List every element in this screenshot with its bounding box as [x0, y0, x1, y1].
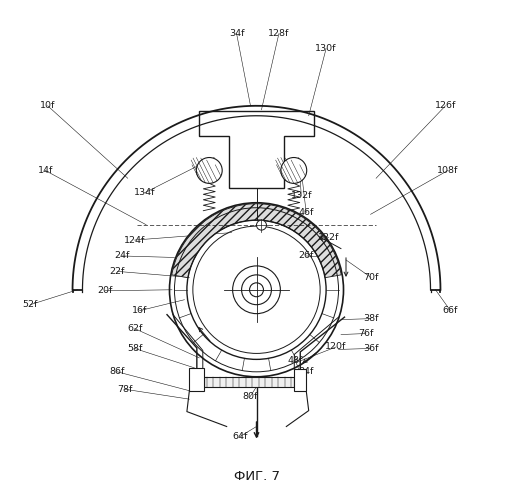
Text: 34f: 34f [229, 29, 244, 38]
Circle shape [281, 158, 307, 184]
Text: 126f: 126f [435, 102, 456, 110]
Text: 86f: 86f [110, 368, 125, 376]
Text: 14f: 14f [37, 166, 53, 175]
Text: 58f: 58f [127, 344, 143, 353]
Text: 78f: 78f [117, 384, 132, 394]
Text: ФИГ. 7: ФИГ. 7 [233, 470, 280, 482]
Text: 134f: 134f [134, 188, 155, 198]
Text: 70f: 70f [363, 273, 379, 282]
Text: 124f: 124f [124, 236, 145, 244]
Polygon shape [189, 368, 204, 390]
Circle shape [256, 220, 266, 230]
Text: 52f: 52f [23, 300, 38, 309]
Text: 132f: 132f [290, 191, 312, 200]
Text: 80f: 80f [242, 392, 258, 401]
Text: 66f: 66f [443, 306, 458, 315]
Text: 24f: 24f [114, 252, 130, 260]
Text: 108f: 108f [437, 166, 459, 175]
Polygon shape [294, 370, 306, 390]
Text: 26f: 26f [299, 252, 314, 260]
Text: 76f: 76f [358, 329, 373, 338]
Text: 20f: 20f [97, 286, 112, 296]
Text: 48f: 48f [288, 356, 303, 365]
Polygon shape [172, 204, 341, 278]
Text: 16f: 16f [132, 306, 147, 315]
Text: 120f: 120f [325, 342, 347, 351]
Polygon shape [204, 377, 294, 386]
Text: 10f: 10f [40, 102, 55, 110]
Text: 84f: 84f [299, 368, 314, 376]
Text: 64f: 64f [232, 432, 248, 441]
Text: 46f: 46f [299, 208, 314, 217]
Text: 130f: 130f [315, 44, 337, 53]
Text: 62f: 62f [127, 324, 143, 333]
Text: 122f: 122f [318, 233, 339, 242]
Circle shape [196, 158, 222, 184]
Text: 38f: 38f [363, 314, 379, 323]
Text: 128f: 128f [268, 29, 289, 38]
Text: 22f: 22f [110, 267, 125, 276]
Text: 36f: 36f [363, 344, 379, 353]
